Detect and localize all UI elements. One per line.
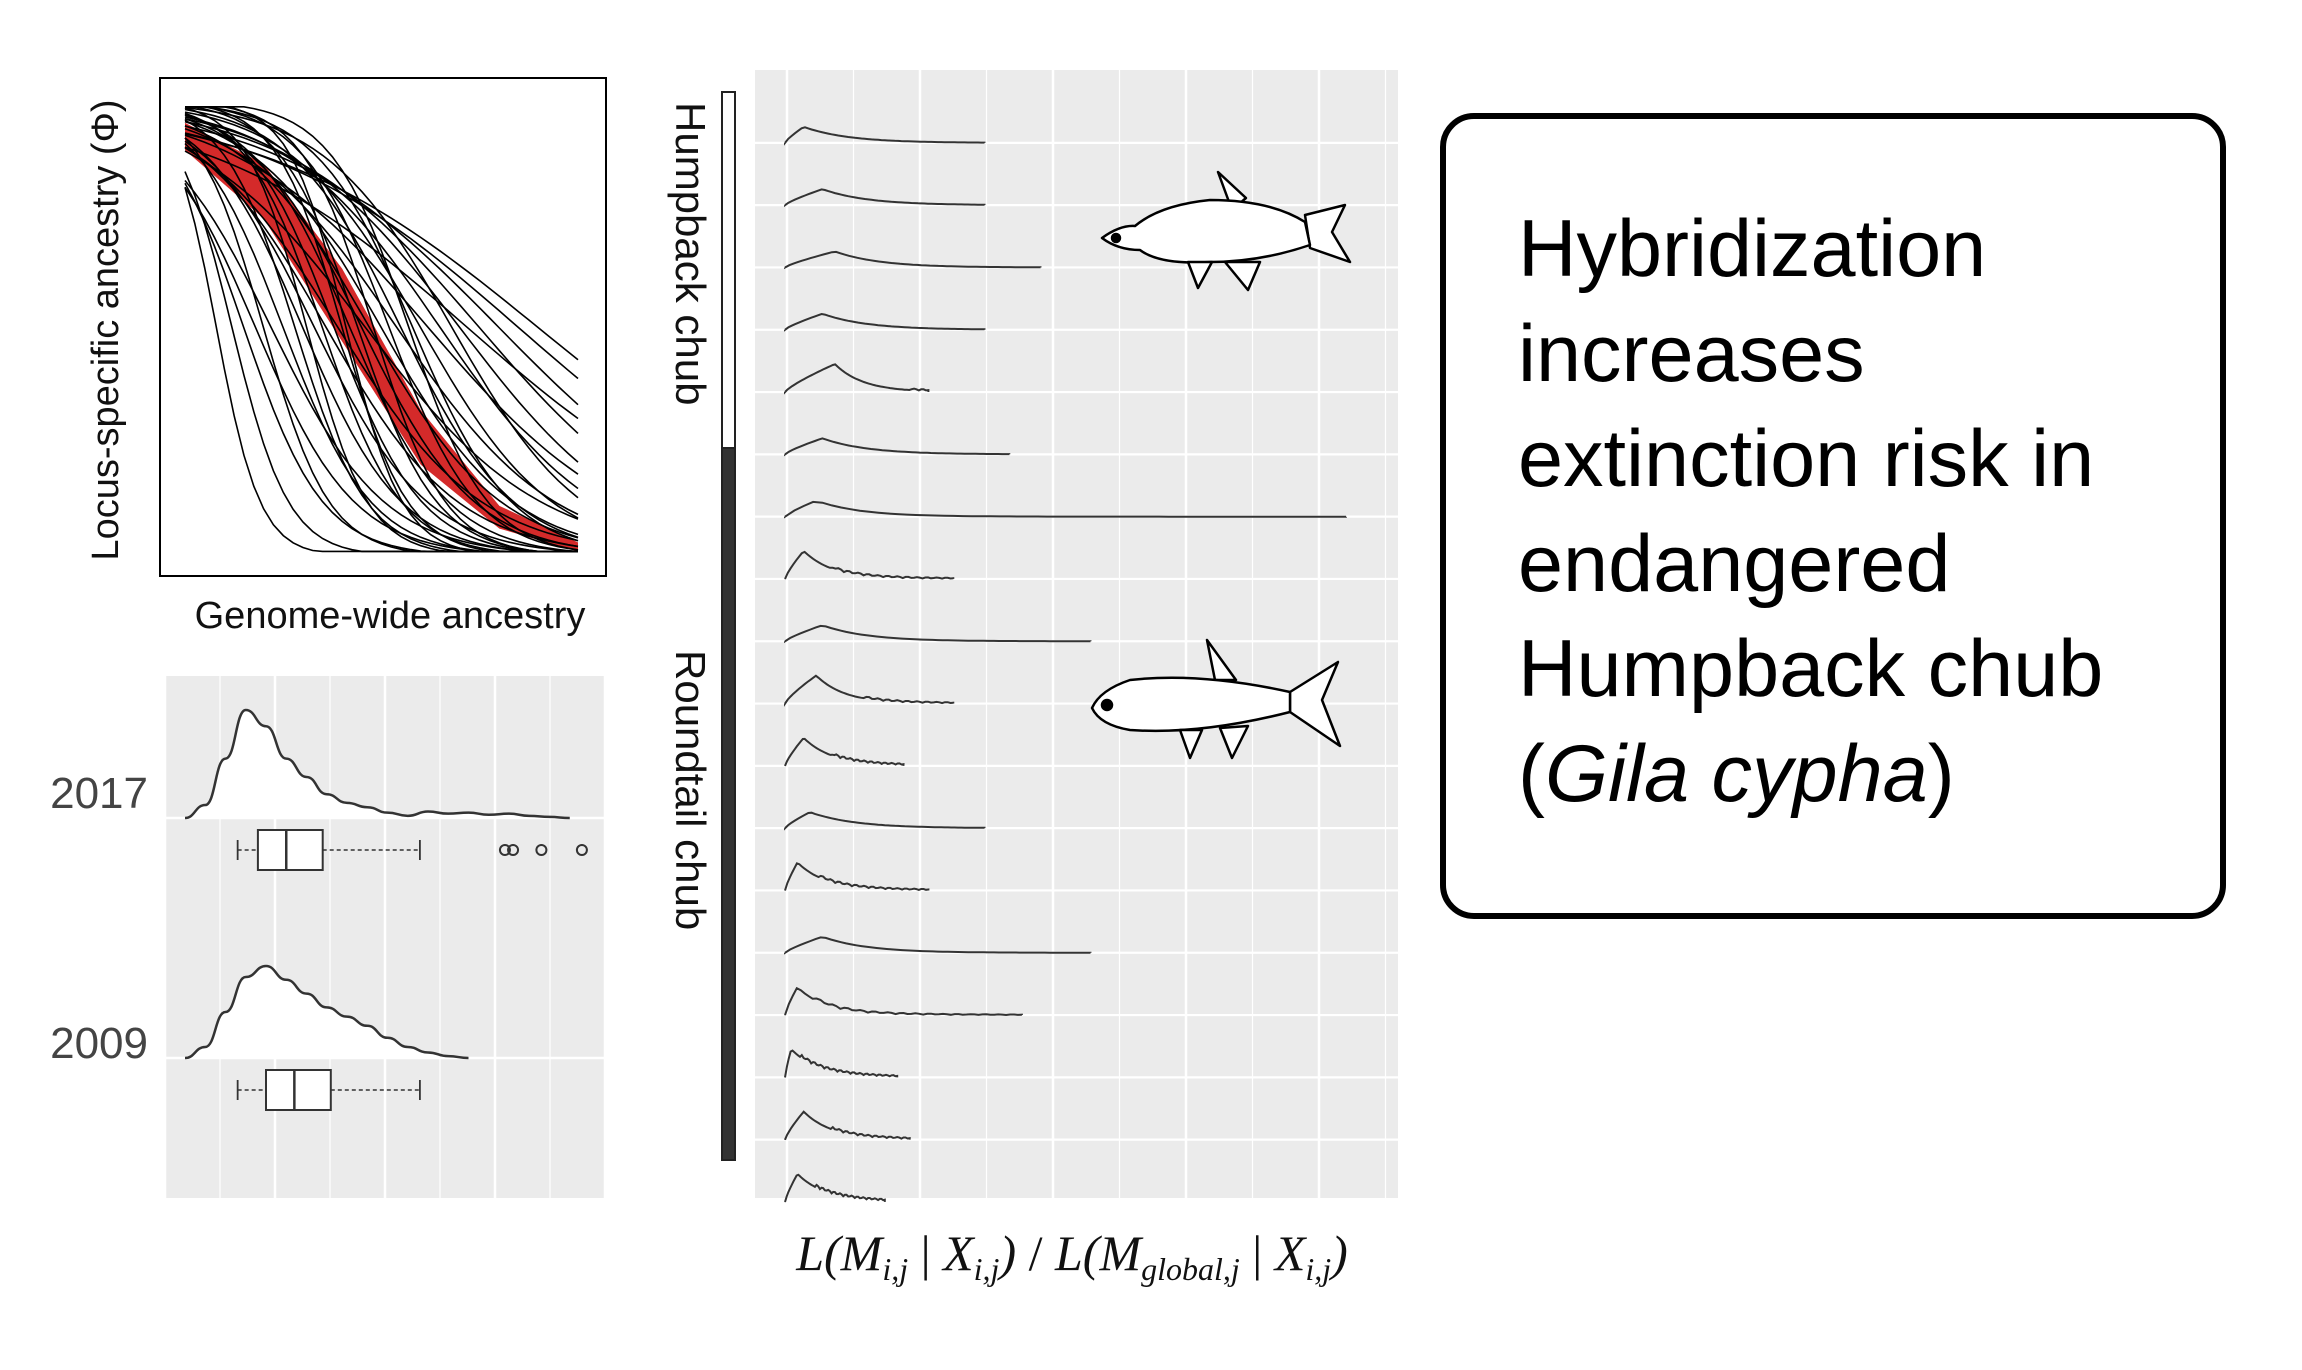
callout-close-paren: ) (1927, 729, 1955, 819)
ridgeline-density (784, 250, 1042, 270)
box-iqr (256, 829, 324, 871)
ridgeline-density (784, 1110, 911, 1141)
likelihood-ridgeline-panel: Humpback chub Roundtail chub L(Mi,j | Xi… (667, 70, 1398, 1287)
ridgeline-density (784, 862, 930, 891)
cline-line (185, 106, 579, 551)
year-distribution-panel: 2017 2009 (50, 676, 607, 1198)
roundtail-group-label: Roundtail chub (667, 650, 714, 930)
cline-line (184, 117, 579, 463)
cline-line (184, 147, 579, 542)
ridgeline-density (784, 363, 930, 395)
ridgeline-density (784, 188, 986, 208)
humpback-group-label: Humpback chub (667, 102, 714, 406)
box-outlier (498, 844, 511, 856)
ridgeline-density (784, 550, 955, 580)
ridgeline-density (784, 1049, 899, 1078)
cline-line (184, 150, 579, 520)
cline-line (184, 180, 578, 553)
roundtail-group-bar (721, 447, 736, 1161)
cline-line (185, 106, 579, 542)
cline-line (184, 113, 578, 553)
ridgeline-density (784, 986, 1023, 1017)
y-axis-label: Locus-specific ancestry (Φ) (85, 99, 127, 560)
callout-line-3: extinction risk in (1518, 414, 2095, 504)
cline-line (184, 108, 579, 539)
ridgeline-density (784, 674, 955, 707)
neutral-band (185, 122, 578, 552)
year-panel-marks (184, 708, 588, 1111)
ridgeline-density (784, 936, 1092, 955)
humpback-group-bar (721, 91, 736, 449)
ridgeline-density (784, 126, 986, 146)
cline-line (184, 140, 579, 553)
callout-line-1: Hybridization (1518, 204, 1987, 294)
density-curve (184, 964, 469, 1060)
density-curve (184, 708, 570, 820)
ridgeline-density (784, 1173, 886, 1203)
box-outlier (507, 844, 520, 856)
ridgeline-density (784, 500, 1348, 519)
cline-line (184, 186, 578, 553)
ridgeline-density (784, 624, 1092, 644)
callout-line-4: endangered (1518, 519, 1951, 609)
box-outlier (575, 844, 588, 856)
ridgeline-density (784, 737, 905, 767)
neutral-band-area (185, 122, 578, 552)
cline-line (184, 114, 579, 553)
cline-line (184, 133, 579, 361)
cline-line (184, 106, 579, 499)
humpback-chub-fish-icon (1100, 170, 1352, 292)
callout-species-name: Gila cypha (1544, 729, 1928, 819)
box-iqr (265, 1069, 332, 1111)
ridgeline-density (784, 312, 986, 332)
cline-lines (184, 106, 579, 553)
ridgeline-density (784, 437, 1011, 457)
ridgeline-densities (784, 126, 1348, 1203)
year-label-2009: 2009 (50, 1019, 148, 1068)
year-label-2017: 2017 (50, 769, 148, 818)
genomic-cline-panel: Genome-wide ancestry Locus-specific ance… (85, 77, 607, 637)
box-outlier (535, 844, 548, 856)
x-axis-label: Genome-wide ancestry (195, 595, 586, 637)
callout-line-2: increases (1518, 309, 1865, 399)
cline-line (184, 111, 579, 519)
ridgeline-x-axis-label: L(Mi,j | Xi,j) / L(Mglobal,j | Xi,j) (795, 1225, 1348, 1287)
callout-open-paren: ( (1518, 729, 1545, 819)
cline-line (184, 146, 579, 420)
callout-text: Hybridization increases extinction risk … (1518, 197, 2103, 827)
cline-line (184, 146, 579, 548)
title-callout-box: Hybridization increases extinction risk … (1440, 113, 2226, 919)
roundtail-chub-fish-icon (1090, 638, 1342, 760)
ridgeline-density (784, 811, 986, 831)
callout-line-5: Humpback chub (1518, 624, 2104, 714)
